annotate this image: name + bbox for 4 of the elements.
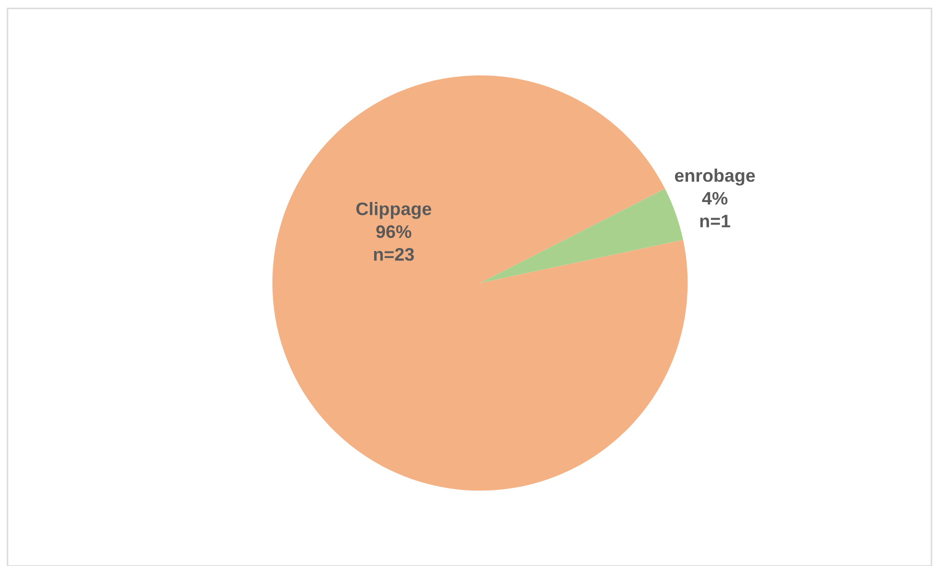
data-label: 4% n=1: [700, 192, 730, 228]
data-label: 96% n=23: [374, 225, 414, 261]
slice-label: Clippage: [356, 202, 432, 219]
slice-label: enrobage: [674, 168, 755, 186]
